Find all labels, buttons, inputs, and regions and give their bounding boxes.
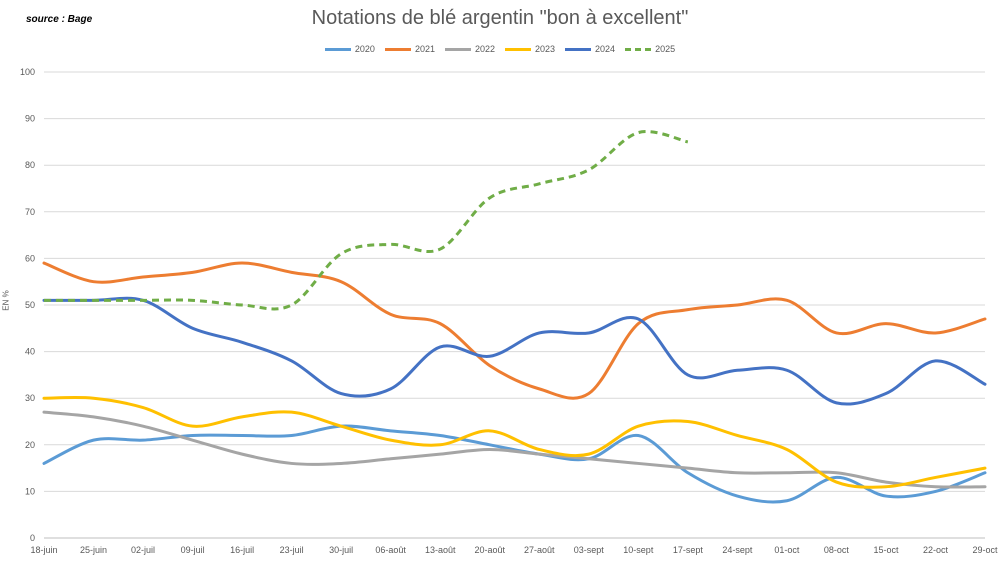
legend-label: 2025: [655, 44, 676, 54]
legend-item-2024: 2024: [565, 44, 615, 54]
y-tick-label: 10: [25, 486, 35, 496]
x-tick-label: 06-août: [375, 545, 406, 555]
x-tick-label: 30-juil: [329, 545, 353, 555]
y-tick-label: 70: [25, 207, 35, 217]
x-tick-label: 29-oct: [972, 545, 998, 555]
y-tick-label: 0: [30, 533, 35, 543]
y-tick-label: 90: [25, 114, 35, 124]
legend-item-2025: 2025: [625, 44, 675, 54]
x-tick-label: 27-août: [524, 545, 555, 555]
y-tick-label: 60: [25, 253, 35, 263]
x-tick-label: 02-juil: [131, 545, 155, 555]
legend-label: 2023: [535, 44, 556, 54]
y-tick-label: 40: [25, 347, 35, 357]
legend-swatch: [625, 47, 652, 51]
y-tick-label: 50: [25, 300, 35, 310]
legend-item-2022: 2022: [444, 44, 495, 54]
legend-item-2020: 2020: [324, 44, 375, 54]
x-tick-label: 09-juil: [181, 545, 205, 555]
y-tick-label: 80: [25, 160, 35, 170]
legend-label: 2021: [414, 44, 435, 54]
x-tick-label: 10-sept: [623, 545, 654, 555]
y-tick-label: 100: [20, 67, 35, 77]
legend-label: 2024: [595, 44, 616, 54]
x-tick-label: 25-juin: [80, 545, 107, 555]
legend-swatch: [505, 47, 531, 51]
x-tick-label: 03-sept: [574, 545, 605, 555]
series-line-2023: [42, 396, 987, 489]
x-tick-label: 15-oct: [873, 545, 899, 555]
x-tick-label: 23-juil: [280, 545, 304, 555]
legend-label: 2020: [354, 44, 375, 54]
legend-label: 2022: [474, 44, 495, 54]
y-tick-label: 30: [25, 393, 35, 403]
x-tick-label: 01-oct: [774, 545, 800, 555]
y-tick-label: 20: [25, 440, 35, 450]
chart-legend: 2020 2021 2022 2023 2024 2025: [0, 44, 1000, 54]
x-tick-label: 18-juin: [30, 545, 57, 555]
x-tick-label: 08-oct: [824, 545, 850, 555]
legend-item-2021: 2021: [384, 44, 435, 54]
legend-swatch: [444, 47, 471, 51]
x-tick-label: 16-juil: [230, 545, 254, 555]
legend-swatch: [565, 47, 592, 51]
x-tick-label: 24-sept: [722, 545, 753, 555]
x-tick-label: 20-août: [474, 545, 505, 555]
y-axis-label: EN %: [1, 290, 11, 311]
legend-item-2023: 2023: [505, 44, 555, 54]
source-note: source : Bage: [26, 14, 93, 25]
series-line-2025: [44, 130, 689, 311]
legend-swatch: [324, 47, 351, 51]
x-tick-label: 13-août: [425, 545, 456, 555]
x-tick-label: 17-sept: [673, 545, 704, 555]
legend-swatch: [384, 47, 411, 51]
series-line-2024: [42, 296, 987, 406]
x-tick-label: 22-oct: [923, 545, 949, 555]
series-line-2022: [42, 410, 987, 489]
chart-title: Notations de blé argentin "bon à excelle…: [311, 7, 689, 29]
series-line-2021: [42, 261, 987, 400]
